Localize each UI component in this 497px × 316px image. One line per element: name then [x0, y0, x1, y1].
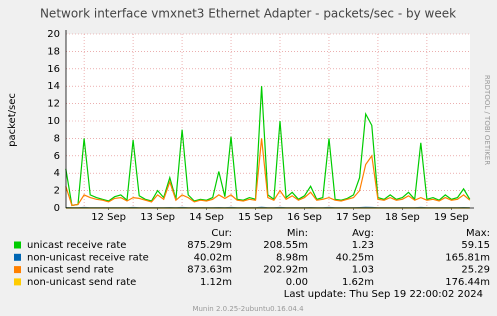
legend-stat: 1.62m — [342, 277, 374, 288]
legend-stat: 176.44m — [445, 277, 490, 288]
y-tick-label: 0 — [54, 203, 60, 214]
legend-stat: 8.98m — [276, 252, 308, 263]
legend-header: Max: — [466, 228, 490, 239]
side-text: RRDTOOL / TOBI OETIKER — [483, 75, 491, 165]
legend-header: Avg: — [352, 228, 374, 239]
x-tick-label: 12 Sep — [91, 212, 126, 223]
footer: Munin 2.0.25-2ubuntu0.16.04.4 — [192, 305, 304, 313]
last-update: Last update: Thu Sep 19 22:00:02 2024 — [284, 289, 483, 300]
legend-stat: 875.29m — [187, 240, 232, 251]
chart-title: Network interface vmxnet3 Ethernet Adapt… — [40, 7, 456, 21]
legend-stat: 202.92m — [263, 265, 308, 276]
legend-swatch — [14, 253, 21, 261]
x-tick-label: 14 Sep — [189, 212, 224, 223]
legend-swatch — [14, 241, 21, 249]
legend-stat: 40.02m — [194, 252, 232, 263]
y-axis-label: packet/sec — [7, 93, 18, 147]
legend-header: Min: — [287, 228, 308, 239]
legend-stat: 208.55m — [263, 240, 308, 251]
legend-stat: 1.03 — [352, 265, 374, 276]
y-tick-label: 10 — [47, 116, 60, 127]
x-tick-label: 15 Sep — [238, 212, 273, 223]
legend-header: Cur: — [211, 228, 232, 239]
legend-stat: 25.29 — [461, 265, 490, 276]
x-tick-label: 18 Sep — [385, 212, 420, 223]
legend-stat: 59.15 — [461, 240, 490, 251]
y-tick-label: 4 — [54, 168, 60, 179]
legend-stat: 40.25m — [336, 252, 374, 263]
y-tick-label: 20 — [47, 29, 60, 40]
legend-swatch — [14, 266, 21, 274]
y-tick-label: 6 — [54, 151, 60, 162]
x-tick-label: 16 Sep — [287, 212, 322, 223]
x-tick-label: 17 Sep — [336, 212, 371, 223]
legend-stat: 873.63m — [187, 265, 232, 276]
x-tick-label: 19 Sep — [434, 212, 469, 223]
legend-label: non-unicast send rate — [27, 277, 136, 288]
legend-label: unicast receive rate — [27, 240, 126, 251]
legend-swatch — [14, 278, 21, 286]
legend-label: non-unicast receive rate — [27, 252, 149, 263]
legend-label: unicast send rate — [27, 265, 114, 276]
y-tick-label: 2 — [54, 186, 60, 197]
y-tick-label: 14 — [47, 81, 60, 92]
y-tick-label: 8 — [54, 133, 60, 144]
legend-stat: 0.00 — [286, 277, 308, 288]
y-tick-label: 16 — [47, 64, 60, 75]
y-tick-label: 18 — [47, 46, 60, 57]
y-tick-label: 12 — [47, 99, 60, 110]
legend-stat: 1.23 — [352, 240, 374, 251]
legend-stat: 1.12m — [200, 277, 232, 288]
series-line — [65, 138, 471, 207]
x-tick-label: 13 Sep — [140, 212, 175, 223]
legend-stat: 165.81m — [445, 252, 490, 263]
